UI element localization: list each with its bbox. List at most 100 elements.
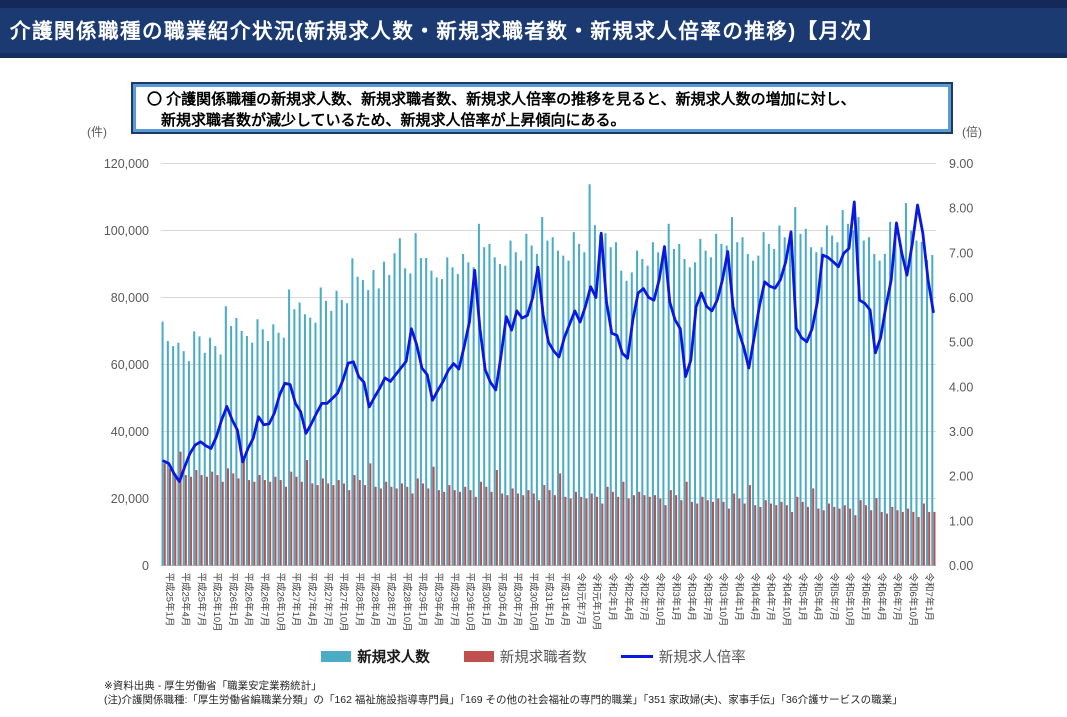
bar — [688, 267, 691, 566]
bar — [672, 248, 675, 566]
bar — [248, 480, 251, 566]
bar — [469, 490, 472, 566]
bar — [883, 253, 886, 566]
bar — [896, 510, 899, 566]
bar — [477, 223, 480, 566]
x-tick-label: 令和4年7月 — [765, 573, 777, 622]
ratio-line — [162, 200, 935, 483]
bar — [669, 490, 672, 566]
bar — [854, 515, 857, 566]
bar — [543, 485, 546, 566]
bar — [216, 475, 219, 566]
bar — [648, 496, 651, 566]
bar — [662, 253, 665, 566]
bar — [224, 306, 227, 566]
bar — [321, 478, 324, 566]
chart-legend: 新規求人数 新規求職者数 新規求人倍率 — [0, 646, 1067, 667]
bar — [456, 274, 459, 566]
bar — [773, 248, 776, 566]
bar — [815, 252, 818, 566]
bar — [630, 272, 633, 566]
bar — [791, 511, 794, 566]
x-tick-label: 令和4年4月 — [749, 573, 761, 622]
x-tick-label: 令和3年10月 — [717, 573, 729, 627]
bar — [611, 491, 614, 566]
x-tick-label: 平成31年4月 — [559, 573, 571, 627]
bar — [440, 279, 444, 566]
bar — [293, 309, 296, 566]
bar — [838, 508, 841, 566]
bar — [757, 255, 760, 566]
x-tick-label: 平成28年10月 — [401, 573, 413, 632]
x-tick-label: 令和2年1月 — [606, 573, 618, 622]
x-tick-label: 令和3年4月 — [686, 573, 698, 622]
bar — [538, 500, 541, 566]
x-tick-label: 平成27年4月 — [306, 573, 318, 627]
bar — [775, 505, 778, 566]
bar — [541, 217, 544, 566]
bar — [572, 232, 575, 566]
y-left-tick-label: 0 — [142, 559, 149, 573]
x-tick-label: 平成29年10月 — [464, 573, 476, 632]
bar — [483, 247, 486, 566]
bar — [601, 503, 604, 566]
bar — [414, 233, 417, 566]
bar — [361, 280, 364, 566]
bar — [277, 332, 280, 566]
bar — [738, 498, 741, 566]
x-tick-label: 平成26年4月 — [243, 573, 255, 627]
bar — [498, 264, 502, 566]
bar — [177, 342, 180, 566]
bar — [269, 481, 272, 566]
bar — [646, 265, 649, 566]
y-left-tick-label: 40,000 — [111, 425, 149, 439]
bar — [569, 498, 572, 566]
bar — [885, 513, 889, 566]
y-left-tick-label: 100,000 — [104, 224, 149, 238]
bar — [346, 303, 349, 566]
bar — [701, 496, 704, 566]
bar — [314, 322, 317, 566]
y-right-tick-label: 7.00 — [949, 246, 973, 260]
bar — [878, 260, 881, 566]
bar — [174, 473, 177, 566]
y-right-tick-label: 6.00 — [949, 291, 973, 305]
bar — [279, 480, 282, 566]
bar — [574, 491, 577, 566]
footnote-definition: (注)介護関係職種:「厚生労働省編職業分類」の「162 福祉施設指導専門員」「1… — [104, 694, 903, 706]
bar — [894, 237, 897, 566]
bar — [806, 506, 809, 566]
bar — [214, 346, 217, 566]
bar — [827, 503, 831, 566]
bar — [190, 476, 193, 566]
x-tick-label: 令和5年1月 — [796, 573, 808, 622]
bar — [527, 490, 530, 566]
x-tick-label: 令和6年7月 — [891, 573, 903, 622]
bar — [849, 508, 852, 566]
x-tick-label: 平成25年1月 — [164, 573, 176, 627]
bar — [675, 495, 678, 566]
y-right-tick-label: 9.00 — [949, 157, 973, 171]
bar — [725, 245, 728, 566]
bar — [812, 488, 815, 566]
x-tick-label: 平成28年1月 — [353, 573, 365, 627]
bar — [752, 260, 755, 566]
right-axis-unit: (倍) — [962, 124, 982, 139]
bar — [290, 471, 293, 566]
bar — [203, 352, 206, 566]
bar — [187, 361, 190, 566]
bar — [232, 473, 235, 566]
bar — [266, 341, 270, 566]
y-right-tick-label: 5.00 — [949, 336, 973, 350]
bar — [256, 319, 259, 566]
bar — [382, 261, 386, 566]
bar — [715, 233, 718, 566]
x-tick-label: 令和2年7月 — [638, 573, 650, 622]
bar — [195, 470, 198, 566]
bar — [632, 495, 635, 566]
bar — [488, 243, 491, 566]
y-right-tick-label: 2.00 — [949, 470, 973, 484]
x-tick-label: 令和5年10月 — [844, 573, 856, 627]
bar — [446, 257, 449, 566]
bar — [868, 237, 871, 566]
